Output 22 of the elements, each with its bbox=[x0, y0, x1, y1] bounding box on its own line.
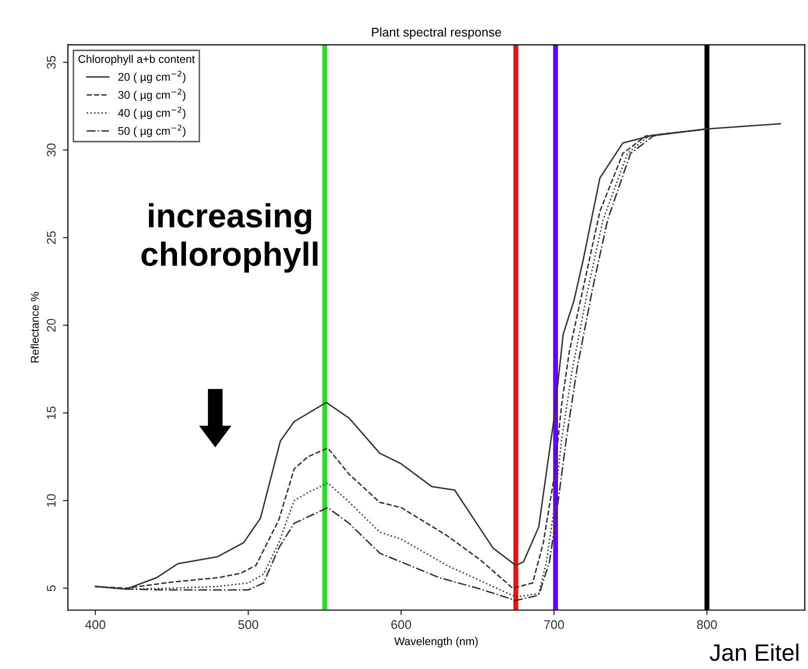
y-axis-title: Reflectance % bbox=[30, 292, 39, 362]
legend-label: 20 ( µg cm$^{−2}$) bbox=[118, 70, 186, 84]
y-tick-label: 10 bbox=[46, 494, 56, 507]
x-tick-label: 800 bbox=[697, 620, 717, 630]
legend-label: 50 ( µg cm$^{−2}$) bbox=[118, 124, 186, 138]
x-tick-label: 500 bbox=[238, 620, 258, 630]
legend-label: 40 ( µg cm$^{−2}$) bbox=[118, 106, 186, 120]
y-tick-label: 25 bbox=[46, 231, 56, 244]
chart-title: Plant spectral response bbox=[372, 27, 502, 40]
text: Jan Eitel bbox=[710, 644, 798, 661]
x-tick-label: 700 bbox=[544, 620, 564, 630]
y-tick-label: 20 bbox=[46, 318, 56, 332]
x-axis-title: Wavelength (nm) bbox=[394, 637, 478, 648]
annotation: increasing chlorophyll bbox=[141, 203, 318, 273]
x-tick-label: 400 bbox=[85, 620, 106, 630]
y-tick-label: 35 bbox=[46, 56, 56, 69]
y-tick-label: 5 bbox=[46, 585, 56, 592]
y-tick-label: 15 bbox=[46, 406, 56, 419]
y-tick-label: 30 bbox=[46, 144, 56, 156]
legend-label: 30 ( µg cm$^{−2}$) bbox=[118, 88, 186, 102]
legend-title: Chlorophyll a+b content bbox=[78, 54, 195, 66]
x-tick-label: 600 bbox=[391, 620, 412, 630]
